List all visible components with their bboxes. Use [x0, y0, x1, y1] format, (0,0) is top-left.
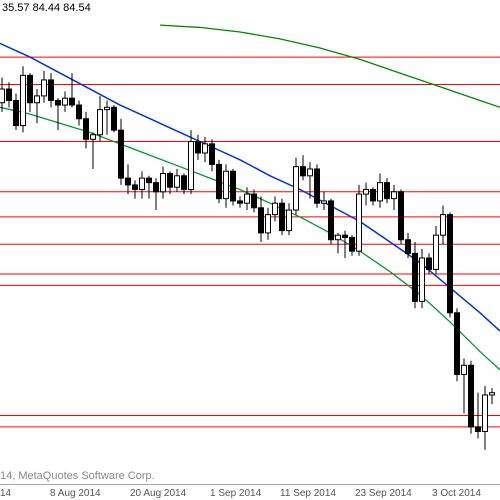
candle-body	[147, 178, 152, 183]
candle-body	[441, 215, 446, 236]
candle-body	[364, 190, 369, 195]
candle-body	[238, 201, 243, 203]
candle-body	[175, 176, 180, 187]
x-axis-label: 23 Sep 2014	[355, 488, 412, 499]
candle-body	[273, 203, 278, 214]
candlestick-chart: 35.57 84.44 84.54 14, MetaQuotes Softwar…	[0, 0, 500, 500]
ma-green-upper	[160, 25, 500, 107]
candle-body	[301, 167, 306, 176]
candle-body	[196, 142, 201, 153]
x-axis-label: 14	[0, 488, 11, 499]
candle-body	[357, 194, 362, 251]
candle-body	[133, 185, 138, 190]
candle-body	[315, 169, 320, 203]
candle-body	[371, 190, 376, 201]
candle-body	[168, 174, 173, 188]
candle-body	[287, 210, 292, 231]
candle-body	[84, 119, 89, 140]
copyright-footer: 14, MetaQuotes Software Corp.	[0, 470, 155, 482]
candle-body	[252, 194, 257, 208]
candle-body	[21, 75, 26, 125]
candle-body	[161, 174, 166, 192]
candle-body	[413, 253, 418, 301]
candle-body	[399, 192, 404, 240]
candle-body	[392, 192, 397, 199]
candle-body	[35, 96, 40, 103]
x-axis-label: 11 Sep 2014	[280, 488, 336, 499]
candle-body	[427, 258, 432, 269]
candle-body	[14, 100, 19, 125]
candle-body	[98, 110, 103, 135]
candle-body	[203, 144, 208, 153]
candle-body	[434, 235, 439, 269]
chart-svg	[0, 0, 500, 500]
candle-body	[336, 235, 341, 240]
x-axis-label: 20 Aug 2014	[130, 488, 186, 499]
candle-body	[112, 107, 117, 130]
candle-body	[343, 235, 348, 237]
candle-body	[294, 167, 299, 210]
candle-body	[189, 142, 194, 190]
x-axis: 14 8 Aug 2014 20 Aug 2014 1 Sep 2014 11 Sep …	[0, 484, 500, 500]
candle-body	[280, 203, 285, 230]
candle-body	[322, 201, 327, 203]
candle-body	[91, 135, 96, 140]
candle-body	[231, 171, 236, 201]
candle-body	[406, 240, 411, 254]
candle-body	[385, 183, 390, 199]
x-axis-label: 8 Aug 2014	[50, 488, 101, 499]
candle-body	[224, 171, 229, 198]
candle-body	[448, 215, 453, 313]
x-axis-label: 1 Sep 2014	[210, 488, 261, 499]
candle-body	[42, 80, 47, 96]
candle-body	[329, 201, 334, 240]
candle-body	[476, 427, 481, 432]
x-axis-label: 3 Oct 2014	[432, 488, 481, 499]
candle-body	[70, 98, 75, 105]
candle-body	[7, 89, 12, 100]
candle-body	[259, 208, 264, 233]
candle-body	[77, 105, 82, 119]
candle-body	[56, 100, 61, 105]
candle-body	[63, 98, 68, 105]
candle-body	[350, 237, 355, 251]
candle-body	[0, 89, 5, 103]
candle-body	[420, 258, 425, 301]
candle-body	[266, 215, 271, 233]
candle-body	[462, 365, 467, 374]
candle-body	[140, 178, 145, 189]
candle-body	[483, 395, 488, 432]
candle-body	[182, 176, 187, 190]
candle-body	[28, 75, 33, 102]
candle-body	[245, 194, 250, 203]
candle-body	[105, 107, 110, 109]
candle-body	[469, 365, 474, 427]
candle-body	[455, 313, 460, 375]
candle-body	[217, 164, 222, 198]
candle-body	[49, 80, 54, 101]
candle-body	[490, 393, 495, 395]
candle-body	[119, 130, 124, 178]
candle-body	[378, 183, 383, 201]
candle-body	[210, 144, 215, 165]
ma-green-lower	[0, 107, 500, 370]
candle-body	[154, 183, 159, 192]
candle-body	[308, 169, 313, 176]
candle-body	[126, 178, 131, 185]
